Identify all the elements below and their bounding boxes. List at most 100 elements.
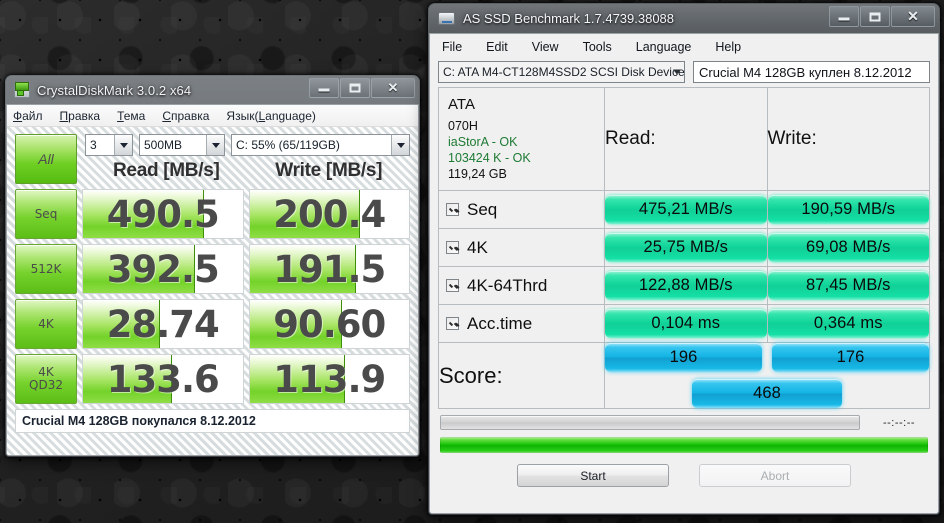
write-result: 190,59 MB/s — [767, 195, 929, 225]
as-ssd-titlebar[interactable]: AS SSD Benchmark 1.7.4739.38088 ✕ — [429, 4, 939, 33]
note-field[interactable]: Crucial M4 128GB куплен 8.12.2012 — [693, 61, 930, 83]
drive-mode: ATA — [448, 96, 475, 113]
crystaldiskmark-window-controls: ✕ — [308, 78, 415, 98]
test-type-button[interactable]: 512K — [15, 244, 77, 294]
minimize-icon — [318, 88, 330, 92]
menu-language[interactable]: Language — [635, 39, 692, 54]
crystaldiskmark-client: Файл Правка Тема Справка Язык(Language) … — [6, 104, 419, 456]
as-ssd-test-rows: Seq 475,21 MB/s 190,59 MB/s 4K 25,75 MB/s 69,… — [438, 190, 930, 344]
table-row: 4K 25,75 MB/s 69,08 MB/s — [438, 228, 930, 268]
read-value: 28.74 — [106, 302, 220, 346]
menu-tools[interactable]: Tools — [582, 39, 612, 54]
drive-select[interactable]: C: 55% (65/119GB) — [231, 134, 410, 156]
score-pills: 196 176 468 — [604, 342, 930, 410]
read-result-cell: 122,88 MB/s — [604, 266, 768, 306]
read-result-cell: 25,75 MB/s — [604, 228, 768, 268]
start-button[interactable]: Start — [517, 464, 669, 488]
as-ssd-window-controls: ✕ — [828, 6, 935, 27]
crystaldiskmark-settings: 3 500MB C: 55% (65/119GB) Re — [85, 134, 410, 182]
test-type-button[interactable]: 4K QD32 — [15, 354, 77, 404]
maximize-button[interactable] — [340, 78, 370, 98]
crystaldiskmark-menubar: Файл Правка Тема Справка Язык(Language) — [7, 105, 418, 127]
write-bar-fill — [249, 300, 342, 348]
menu-help[interactable]: Help — [715, 39, 742, 54]
checkbox-4k[interactable] — [446, 241, 459, 255]
as-ssd-bottom-panel: --:--:-- Start Abort — [430, 409, 938, 488]
checkbox-acc-time[interactable] — [446, 317, 459, 331]
menu-edit[interactable]: Правка — [59, 108, 101, 123]
crystaldiskmark-result-row: 512K 392.5 191.5 — [15, 244, 410, 294]
test-type-button[interactable]: Seq — [15, 189, 77, 239]
runs-value: 3 — [90, 138, 97, 152]
testsize-select[interactable]: 500MB — [139, 134, 225, 156]
test-type-label: 4K — [38, 316, 54, 331]
close-button[interactable]: ✕ — [891, 6, 935, 27]
test-name: 4K-64Thrd — [467, 275, 548, 295]
write-column-header: Write [MB/s] — [275, 160, 383, 181]
test-name: Seq — [467, 199, 498, 219]
all-button[interactable]: All — [15, 134, 77, 184]
chevron-down-icon — [391, 135, 409, 155]
hdd-icon — [438, 12, 455, 25]
maximize-icon — [869, 12, 881, 21]
write-column-header: Write: — [766, 86, 930, 192]
menu-edit[interactable]: Edit — [486, 39, 508, 54]
status-row: --:--:-- — [440, 415, 928, 431]
test-name: 4K — [467, 237, 488, 257]
read-value-cell: 28.74 — [82, 299, 244, 349]
write-value: 191.5 — [273, 247, 386, 291]
drive-driver: iaStorA - OK — [448, 135, 518, 150]
write-result-cell: 69,08 MB/s — [766, 228, 930, 268]
status-bar — [440, 415, 860, 431]
close-button[interactable]: ✕ — [371, 78, 415, 98]
testsize-value: 500MB — [144, 138, 183, 152]
read-value-cell: 392.5 — [82, 244, 244, 294]
write-value: 200.4 — [273, 192, 386, 236]
read-result: 122,88 MB/s — [605, 271, 767, 301]
write-result-cell: 0,364 ms — [766, 304, 930, 344]
drive-info: ATA 070H iaStorA - OK 103424 K - OK 119,… — [439, 88, 604, 190]
minimize-button[interactable] — [309, 78, 339, 98]
menu-file[interactable]: Файл — [13, 108, 43, 123]
checkbox-4k-64thrd[interactable] — [446, 279, 459, 293]
write-bar-fill — [249, 355, 346, 403]
test-type-label-2: QD32 — [29, 378, 63, 392]
as-ssd-drive-row: C: ATA M4-CT128M4SSD2 SCSI Disk Device C… — [430, 59, 938, 87]
crystaldiskmark-icon — [14, 82, 30, 98]
drive-value: C: 55% (65/119GB) — [236, 138, 340, 152]
menu-view[interactable]: View — [531, 39, 559, 54]
checkbox-seq[interactable] — [446, 203, 459, 217]
menu-language[interactable]: Язык(Language) — [226, 108, 316, 123]
crystaldiskmark-body: All 3 500MB C: 55% (65/119GB) — [7, 127, 418, 455]
as-ssd-results-grid: ATA 070H iaStorA - OK 103424 K - OK 119,… — [430, 86, 938, 410]
read-value-cell: 133.6 — [82, 354, 244, 404]
test-type-button[interactable]: 4K — [15, 299, 77, 349]
runs-select[interactable]: 3 — [85, 134, 133, 156]
drive-select[interactable]: C: ATA M4-CT128M4SSD2 SCSI Disk Device — [438, 61, 685, 83]
read-bar-fill — [83, 245, 195, 293]
minimize-button[interactable] — [829, 6, 859, 27]
write-result: 0,364 ms — [767, 309, 929, 339]
write-bar-fill — [249, 245, 357, 293]
read-result: 475,21 MB/s — [605, 195, 767, 225]
crystaldiskmark-result-row: Seq 490.5 200.4 — [15, 189, 410, 239]
crystaldiskmark-controls-row: All 3 500MB C: 55% (65/119GB) — [15, 134, 410, 184]
write-bar-fill — [249, 190, 360, 238]
write-result: 69,08 MB/s — [767, 233, 929, 263]
menu-file[interactable]: File — [442, 39, 463, 54]
comment-field[interactable]: Crucial M4 128GB покупался 8.12.2012 — [15, 409, 410, 433]
menu-help[interactable]: Справка — [162, 108, 210, 123]
chevron-down-icon — [206, 135, 224, 155]
maximize-button[interactable] — [860, 6, 890, 27]
read-bar-fill — [83, 190, 205, 238]
minimize-icon — [838, 17, 850, 21]
write-result-cell: 87,45 MB/s — [766, 266, 930, 306]
drive-info-cell: ATA 070H iaStorA - OK 103424 K - OK 119,… — [438, 86, 605, 192]
as-ssd-title: AS SSD Benchmark 1.7.4739.38088 — [463, 11, 675, 26]
column-headers: Read [MB/s] Write [MB/s] — [85, 160, 410, 182]
maximize-icon — [349, 83, 361, 93]
crystaldiskmark-titlebar[interactable]: CrystalDiskMark 3.0.2 x64 ✕ — [6, 76, 419, 104]
menu-theme[interactable]: Тема — [117, 108, 146, 123]
crystaldiskmark-result-row: 4K 28.74 90.60 — [15, 299, 410, 349]
read-bar-fill — [83, 300, 160, 348]
